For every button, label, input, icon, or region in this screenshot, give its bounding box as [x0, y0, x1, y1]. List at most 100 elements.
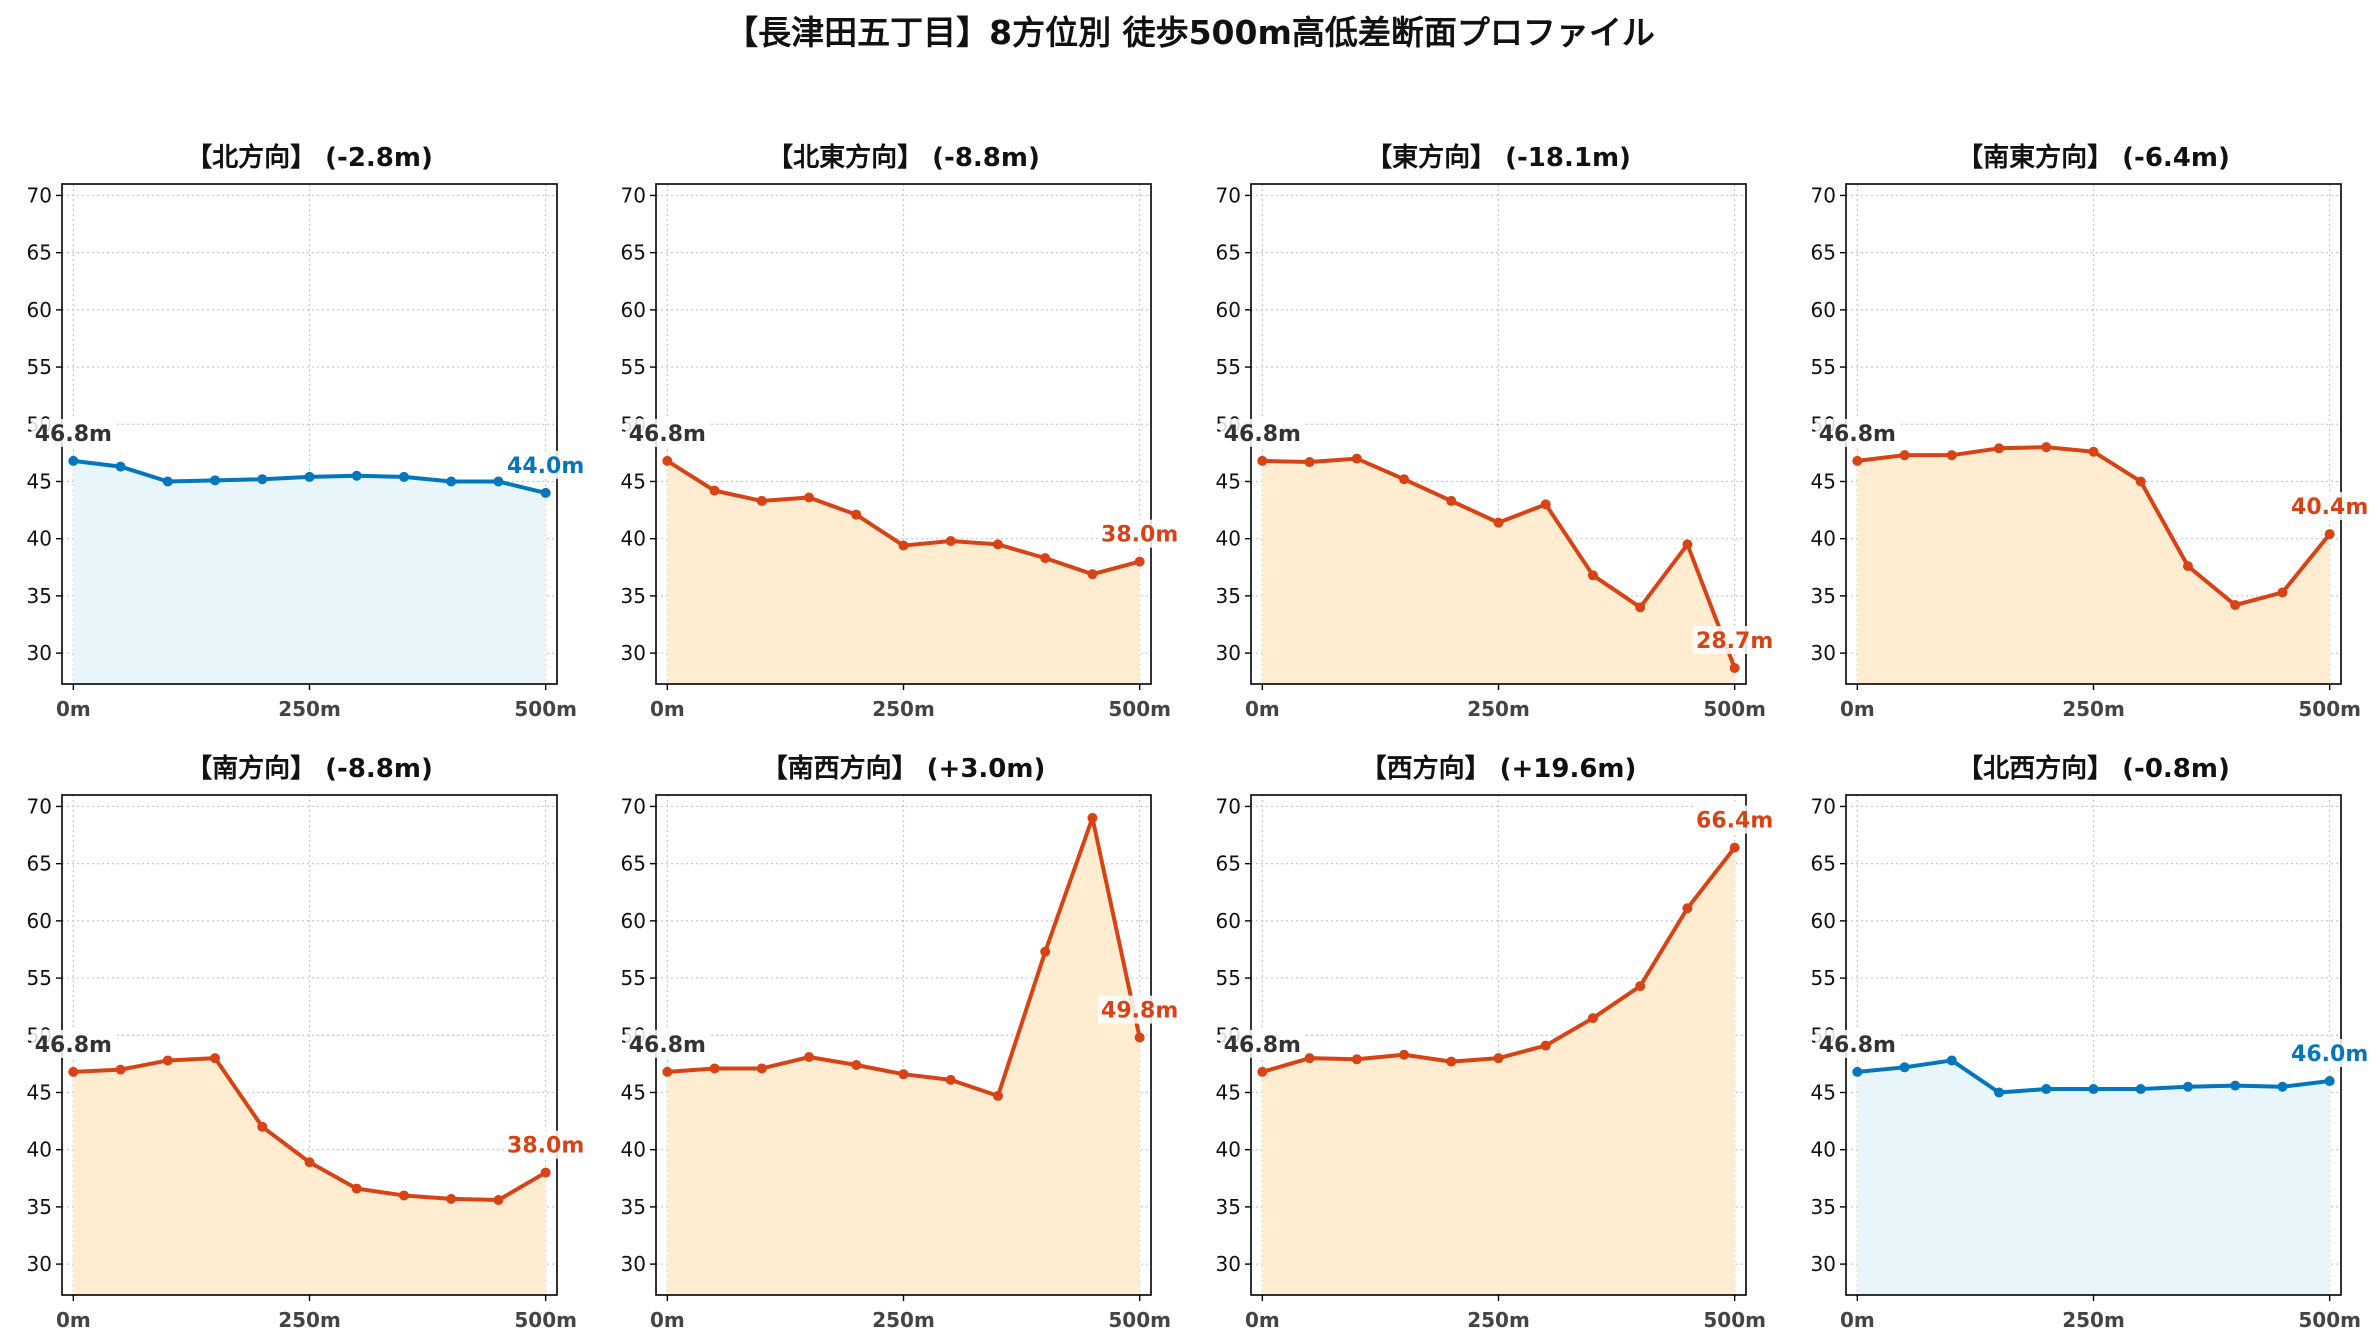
y-tick-label: 45: [1811, 1080, 1836, 1104]
end-label-bg: [503, 450, 588, 479]
y-tick-label: 55: [1216, 966, 1241, 990]
data-point: [2088, 446, 2099, 457]
x-tick-label: 0m: [1245, 1308, 1280, 1332]
y-tick-label: 40: [27, 1138, 52, 1162]
x-tick-label: 500m: [1108, 697, 1171, 721]
start-label: 46.8m: [35, 1033, 112, 1058]
start-label-bg: [625, 418, 710, 447]
end-label-bg: [1097, 519, 1182, 548]
x-tick-label: 500m: [1108, 1308, 1171, 1332]
panel-title: 【北西方向】 (-0.8m): [1957, 753, 2230, 784]
x-tick-label: 250m: [1467, 1308, 1530, 1332]
data-point: [115, 461, 126, 472]
start-label: 46.8m: [1819, 1033, 1896, 1058]
start-label: 46.8m: [1224, 422, 1301, 447]
data-point: [1682, 903, 1693, 914]
data-point: [2324, 1076, 2335, 1087]
y-tick-label: 35: [27, 584, 52, 608]
data-point: [2135, 476, 2146, 487]
y-tick-label: 65: [621, 241, 646, 265]
x-tick-label: 0m: [650, 697, 685, 721]
chart-panel-0: 【北方向】 (-2.8m)3035404550556065700m250m500…: [27, 142, 588, 721]
data-point: [304, 471, 315, 482]
y-tick-label: 65: [1216, 241, 1241, 265]
y-tick-label: 55: [621, 355, 646, 379]
y-tick-label: 70: [27, 183, 52, 207]
data-point: [493, 476, 504, 487]
x-tick-label: 250m: [278, 697, 341, 721]
data-point: [540, 487, 551, 498]
data-point: [2324, 529, 2335, 540]
start-label: 46.8m: [1819, 422, 1896, 447]
y-tick-label: 45: [1216, 1080, 1241, 1104]
data-point: [2182, 1081, 2193, 1092]
x-tick-label: 250m: [1467, 697, 1530, 721]
data-point: [115, 1064, 126, 1075]
panel-title: 【南方向】 (-8.8m): [186, 753, 433, 784]
data-point: [1729, 842, 1740, 853]
data-point: [898, 540, 909, 551]
y-tick-label: 65: [1811, 241, 1836, 265]
y-tick-label: 60: [621, 298, 646, 322]
data-point: [1899, 1062, 1910, 1073]
data-point: [2041, 442, 2052, 453]
area-fill: [73, 460, 546, 684]
data-point: [709, 485, 720, 496]
data-point: [1493, 517, 1504, 528]
start-label: 46.8m: [35, 422, 112, 447]
end-label: 38.0m: [507, 1134, 584, 1159]
y-tick-label: 55: [1811, 966, 1836, 990]
y-tick-label: 65: [1811, 852, 1836, 876]
x-tick-label: 500m: [2298, 1308, 2361, 1332]
data-point: [68, 1066, 79, 1077]
y-tick-label: 65: [27, 241, 52, 265]
y-tick-label: 40: [1811, 527, 1836, 551]
y-tick-label: 35: [1216, 584, 1241, 608]
start-label-bg: [1220, 418, 1305, 447]
x-tick-label: 500m: [1703, 1308, 1766, 1332]
y-tick-label: 65: [621, 852, 646, 876]
data-point: [2041, 1084, 2052, 1095]
end-label: 46.0m: [2291, 1042, 2368, 1067]
y-tick-label: 45: [621, 1080, 646, 1104]
x-tick-label: 500m: [514, 697, 577, 721]
y-tick-label: 60: [621, 909, 646, 933]
data-point: [2277, 587, 2288, 598]
data-point: [68, 455, 79, 466]
x-tick-label: 250m: [2062, 697, 2125, 721]
start-label-bg: [625, 1029, 710, 1058]
data-point: [162, 1055, 173, 1066]
data-point: [992, 1090, 1003, 1101]
data-point: [351, 470, 362, 481]
y-tick-label: 35: [1811, 584, 1836, 608]
data-point: [756, 495, 767, 506]
chart-panel-7: 【北西方向】 (-0.8m)3035404550556065700m250m50…: [1811, 753, 2372, 1332]
data-point: [1446, 495, 1457, 506]
y-tick-label: 30: [621, 641, 646, 665]
data-point: [1351, 1054, 1362, 1065]
end-label-bg: [1692, 805, 1777, 834]
data-point: [1087, 569, 1098, 580]
data-point: [662, 1066, 673, 1077]
end-label: 38.0m: [1101, 523, 1178, 548]
y-tick-label: 40: [621, 527, 646, 551]
end-label: 49.8m: [1101, 999, 1178, 1024]
data-point: [1852, 455, 1863, 466]
y-tick-label: 70: [27, 794, 52, 818]
area-fill: [1262, 458, 1735, 684]
end-label-bg: [503, 1130, 588, 1159]
data-point: [804, 492, 815, 503]
x-tick-label: 250m: [872, 1308, 935, 1332]
data-point: [851, 1060, 862, 1071]
data-point: [1540, 1040, 1551, 1051]
x-tick-label: 250m: [872, 697, 935, 721]
data-point: [1304, 1053, 1315, 1064]
area-fill: [667, 817, 1140, 1295]
y-tick-label: 40: [1216, 527, 1241, 551]
data-point: [1635, 981, 1646, 992]
area-fill: [1857, 1060, 2330, 1295]
area-fill: [73, 1058, 546, 1295]
data-point: [1257, 1066, 1268, 1077]
start-label-bg: [1815, 418, 1900, 447]
data-point: [992, 539, 1003, 550]
